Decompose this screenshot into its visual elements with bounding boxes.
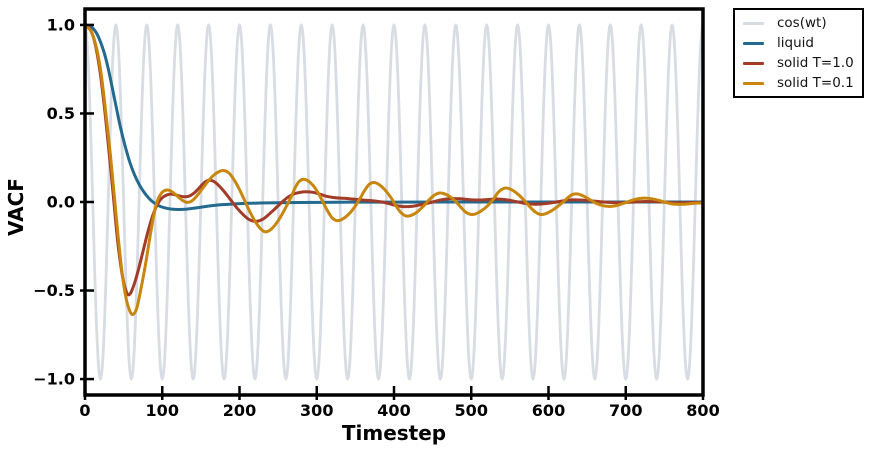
x-tick-label-700: 700 xyxy=(609,401,642,420)
legend-label-liquid: liquid xyxy=(777,35,814,51)
legend-line-swatch-solid-t1 xyxy=(743,61,764,65)
legend-item-solid-t01: solid T=0.1 xyxy=(743,73,858,93)
x-tick-label-0: 0 xyxy=(79,401,90,420)
legend-line-swatch-solid-t01 xyxy=(743,81,764,85)
plot-frame xyxy=(83,7,705,397)
legend-label-solid-t01: solid T=0.1 xyxy=(777,75,854,91)
x-tick-label-500: 500 xyxy=(455,401,488,420)
x-tick-label-400: 400 xyxy=(377,401,410,420)
y-tick-label-1.0: 1.0 xyxy=(47,15,75,34)
x-tick-label-800: 800 xyxy=(686,401,719,420)
series-line-solid-t-1-0 xyxy=(83,23,705,297)
x-tick-label-100: 100 xyxy=(146,401,179,420)
y-tick-label-−1.0: −1.0 xyxy=(33,370,75,389)
legend-label-solid-t1: solid T=1.0 xyxy=(777,55,854,71)
series-line-solid-t-0-1 xyxy=(83,23,705,317)
legend-label-cos: cos(wt) xyxy=(777,15,827,31)
y-tick-label-0.0: 0.0 xyxy=(47,193,75,212)
legend-line-swatch-liquid xyxy=(743,41,764,45)
x-tick-label-300: 300 xyxy=(300,401,333,420)
legend-line-swatch-cos xyxy=(743,21,764,25)
y-tick-label-−0.5: −0.5 xyxy=(33,281,75,300)
y-tick-label-0.5: 0.5 xyxy=(47,104,75,123)
x-tick-label-200: 200 xyxy=(223,401,256,420)
series-line-cos-wt- xyxy=(83,23,705,381)
x-axis-label: Timestep xyxy=(341,421,447,445)
legend-box: cos(wt) liquid solid T=1.0 solid T=0.1 xyxy=(733,8,864,98)
y-axis-label: VACF xyxy=(4,178,28,236)
series-line-liquid xyxy=(83,23,705,211)
legend-item-solid-t1: solid T=1.0 xyxy=(743,53,858,73)
x-tick-label-600: 600 xyxy=(532,401,565,420)
legend-item-cos: cos(wt) xyxy=(743,13,858,33)
legend-item-liquid: liquid xyxy=(743,33,858,53)
